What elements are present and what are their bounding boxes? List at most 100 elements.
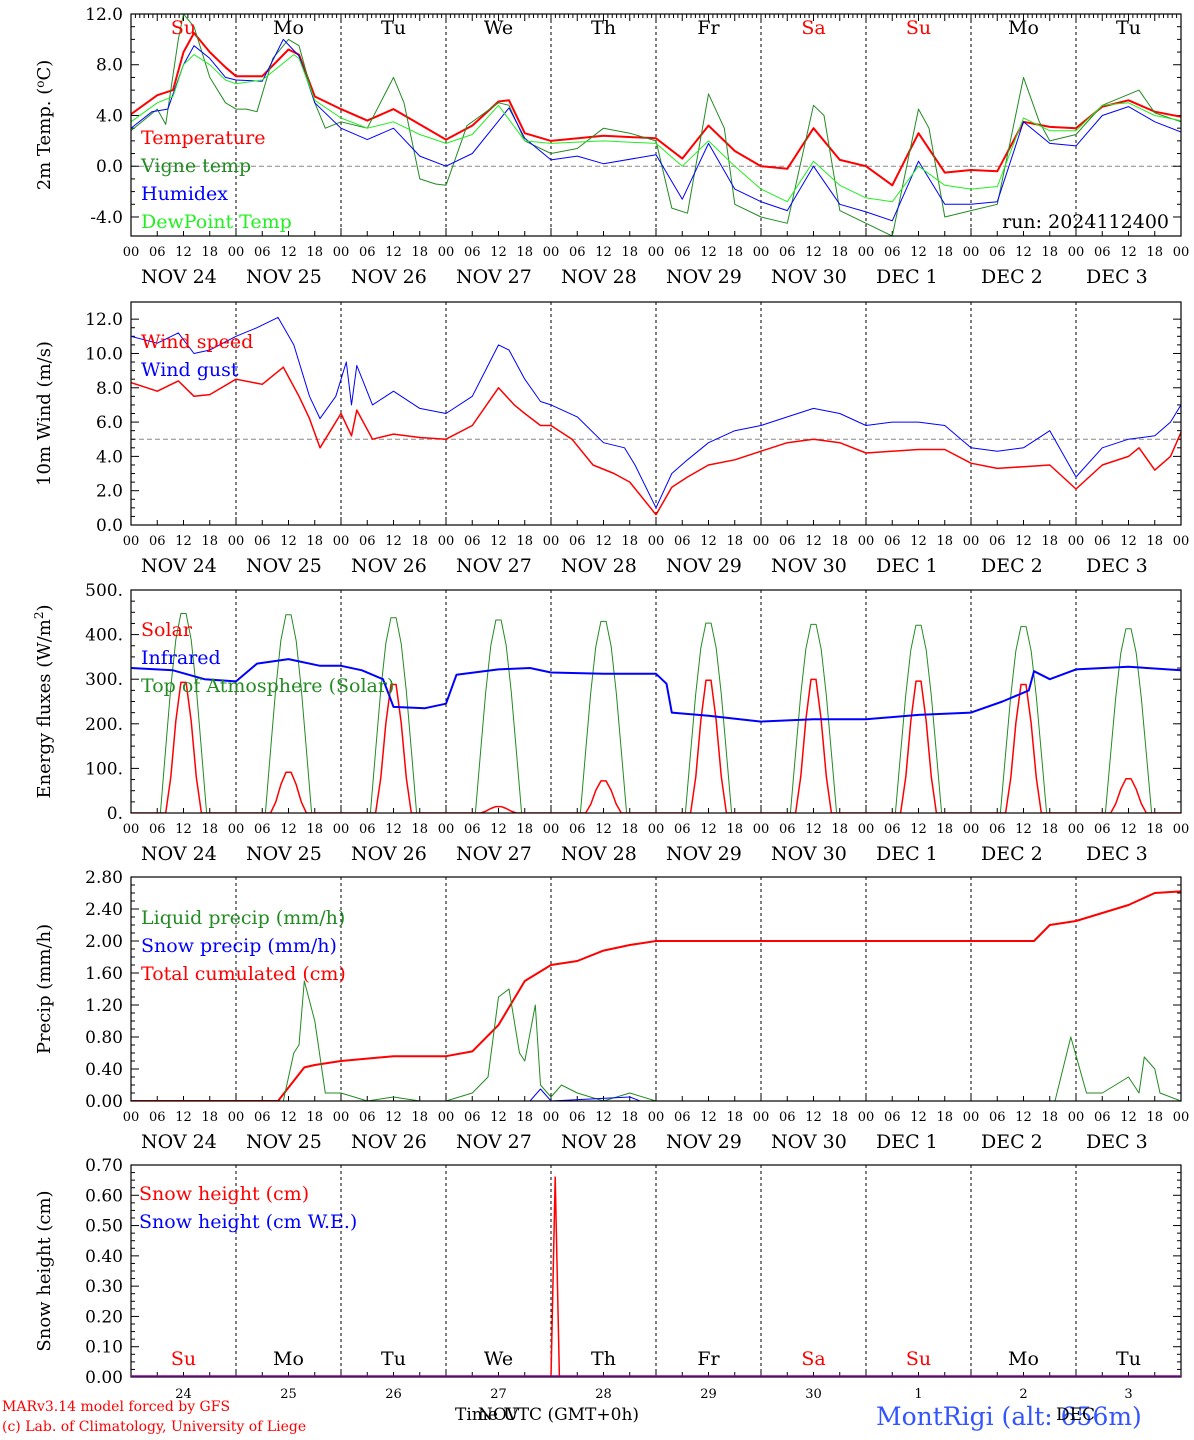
date-label: NOV 27 [456, 266, 532, 288]
date-label: NOV 26 [351, 555, 427, 577]
hour-label: 18 [306, 534, 323, 549]
date-label: DEC 2 [981, 555, 1043, 577]
hour-label: 06 [779, 1110, 796, 1125]
hour-label: 12 [385, 822, 402, 837]
date-label: DEC 3 [1086, 555, 1148, 577]
weekday-label: Tu [381, 17, 406, 39]
hour-label: 00 [1068, 822, 1085, 837]
date-label: DEC 1 [876, 843, 938, 865]
hour-label: 12 [1120, 534, 1137, 549]
hour-label: 18 [831, 245, 848, 260]
hour-label: 06 [779, 534, 796, 549]
hour-label: 18 [936, 534, 953, 549]
hour-label: 00 [858, 245, 875, 260]
hour-label: 06 [1094, 534, 1111, 549]
date-label: DEC 1 [876, 555, 938, 577]
hour-label: 06 [674, 1110, 691, 1125]
hour-label: 18 [1146, 534, 1163, 549]
hour-label: 00 [648, 1110, 665, 1125]
plot-frame [130, 876, 1182, 1102]
date-label: NOV 30 [771, 555, 847, 577]
hour-label: 00 [1068, 1110, 1085, 1125]
y-tick-label: 0.10 [85, 1338, 123, 1358]
y-tick-label: 0.0 [96, 157, 123, 177]
y-tick-label: 0.30 [85, 1277, 123, 1297]
hour-label: 12 [595, 245, 612, 260]
date-label: NOV 24 [141, 555, 217, 577]
day-number-label: 28 [595, 1387, 612, 1402]
station-overlap-text: DEC [1056, 1405, 1096, 1425]
hour-label: 00 [123, 1110, 140, 1125]
hour-label: 06 [1094, 1110, 1111, 1125]
hour-label: 18 [726, 822, 743, 837]
weekday-label: Tu [381, 1348, 406, 1370]
y-tick-label: 0.40 [85, 1060, 123, 1080]
hour-label: 06 [989, 822, 1006, 837]
hour-label: 06 [464, 822, 481, 837]
hour-label: 12 [700, 822, 717, 837]
date-label: NOV 28 [561, 843, 637, 865]
weekday-label: Th [591, 17, 616, 39]
hour-label: 00 [333, 245, 350, 260]
weekday-label: Mo [273, 1348, 304, 1370]
hour-label: 06 [884, 1110, 901, 1125]
hour-label: 00 [648, 534, 665, 549]
copyright-credit: (c) Lab. of Climatology, University of L… [2, 1419, 307, 1435]
legend-item: DewPoint Temp [141, 211, 292, 233]
hour-label: 12 [595, 822, 612, 837]
series-infrared [131, 658, 1181, 723]
hour-label: 06 [464, 1110, 481, 1125]
y-tick-label: 500. [85, 581, 123, 601]
panel-energy: 500. 400. 300. 200. 100. 0. Energy fluxes (W/m… [32, 581, 1189, 865]
date-label: NOV 30 [771, 843, 847, 865]
hour-label: 18 [306, 1110, 323, 1125]
hour-label: 12 [595, 534, 612, 549]
series-wind-gust [131, 316, 1181, 509]
weekday-label: Tu [1116, 17, 1141, 39]
hour-label: 18 [936, 822, 953, 837]
hour-label: 12 [1015, 534, 1032, 549]
hour-label: 12 [385, 1110, 402, 1125]
hour-label: 00 [753, 822, 770, 837]
legend-item: Temperature [141, 127, 265, 149]
hour-label: 12 [910, 1110, 927, 1125]
hour-label: 06 [674, 822, 691, 837]
hour-label: 12 [700, 245, 717, 260]
hour-label: 18 [411, 1110, 428, 1125]
hour-label: 06 [359, 822, 376, 837]
hour-label: 18 [516, 1110, 533, 1125]
y-tick-label: 0.00 [85, 1092, 123, 1112]
weekday-label: Mo [273, 17, 304, 39]
hour-label: 00 [1173, 1110, 1190, 1125]
hour-label: 00 [228, 822, 245, 837]
date-label: NOV 26 [351, 266, 427, 288]
date-label: NOV 26 [351, 843, 427, 865]
y-tick-label: 0.40 [85, 1247, 123, 1267]
weekday-label: Sa [801, 17, 825, 39]
day-number-label: 24 [175, 1387, 192, 1402]
hour-label: 00 [1173, 245, 1190, 260]
hour-label: 18 [411, 534, 428, 549]
panel-wind: 12.0 10.0 8.0 6.0 4.0 2.0 0.0 10m Wind (m/s) Win… [34, 301, 1189, 577]
hour-label: 18 [621, 1110, 638, 1125]
series-liquid-precip-mm-h- [131, 980, 1181, 1101]
hour-label: 06 [989, 245, 1006, 260]
hour-label: 06 [359, 1110, 376, 1125]
date-label: NOV 24 [141, 843, 217, 865]
y-axis-label: Snow height (cm) [34, 1190, 55, 1351]
hour-label: 06 [989, 1110, 1006, 1125]
day-number-label: 29 [700, 1387, 717, 1402]
hour-label: 06 [779, 245, 796, 260]
hour-label: 00 [963, 822, 980, 837]
hour-label: 00 [333, 822, 350, 837]
date-label: NOV 24 [141, 266, 217, 288]
hour-label: 00 [228, 245, 245, 260]
day-number-label: 3 [1124, 1387, 1132, 1402]
plot-frame [130, 301, 1182, 526]
hour-label: 18 [936, 245, 953, 260]
weekday-label: Th [591, 1348, 616, 1370]
day-number-label: 2 [1019, 1387, 1027, 1402]
hour-label: 06 [464, 534, 481, 549]
hour-label: 18 [1041, 534, 1058, 549]
hour-label: 18 [621, 534, 638, 549]
